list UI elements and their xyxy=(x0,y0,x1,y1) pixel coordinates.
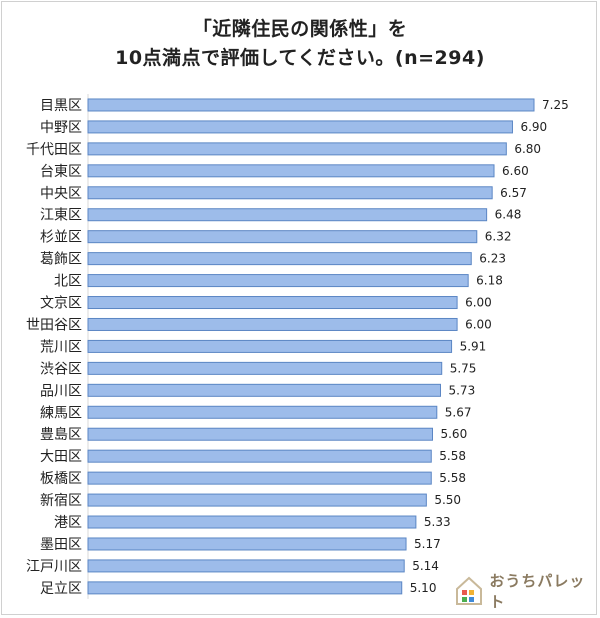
bar xyxy=(87,361,443,375)
brand-logo: おうちパレット xyxy=(455,572,595,611)
chart-title-line1: 「近隣住民の関係性」を xyxy=(192,18,408,40)
category-label: 新宿区 xyxy=(40,492,82,509)
category-label: 板橋区 xyxy=(40,471,82,487)
value-label: 6.48 xyxy=(495,208,522,222)
category-label: 文京区 xyxy=(40,296,82,312)
category-label: 練馬区 xyxy=(40,405,82,421)
value-label: 5.33 xyxy=(424,515,451,529)
bar xyxy=(87,274,469,288)
value-label: 6.60 xyxy=(502,164,529,178)
bar xyxy=(87,142,507,156)
value-label: 5.67 xyxy=(445,405,472,419)
category-label: 中央区 xyxy=(40,186,82,202)
category-label: 江戸川区 xyxy=(26,559,82,575)
bar xyxy=(87,186,493,200)
value-label: 6.90 xyxy=(520,120,547,134)
value-label: 6.57 xyxy=(500,186,527,200)
category-label: 港区 xyxy=(54,515,82,531)
bar xyxy=(87,164,495,178)
value-label: 5.50 xyxy=(434,493,461,507)
value-label: 5.91 xyxy=(460,339,487,353)
category-label: 豊島区 xyxy=(40,427,82,443)
value-label: 5.17 xyxy=(414,537,441,551)
category-label: 杉並区 xyxy=(40,230,82,246)
value-label: 6.00 xyxy=(465,296,492,310)
category-label: 葛飾区 xyxy=(40,252,82,268)
bar xyxy=(87,471,432,485)
category-label: 江東区 xyxy=(40,208,82,224)
category-label: 目黒区 xyxy=(40,98,82,114)
category-label: 中野区 xyxy=(40,120,82,136)
bar xyxy=(87,383,441,397)
bar xyxy=(87,252,472,266)
value-label: 5.58 xyxy=(439,449,466,463)
category-label: 世田谷区 xyxy=(26,317,82,333)
category-label: 北区 xyxy=(54,274,82,290)
house-logo-icon xyxy=(455,576,482,606)
category-label: 品川区 xyxy=(40,383,82,399)
value-label: 6.23 xyxy=(479,252,506,266)
category-label: 大田区 xyxy=(40,449,82,465)
bar xyxy=(87,581,403,595)
value-label: 6.00 xyxy=(465,317,492,331)
value-label: 5.58 xyxy=(439,471,466,485)
bar xyxy=(87,317,458,331)
value-label: 5.75 xyxy=(450,361,477,375)
bar xyxy=(87,230,478,244)
value-label: 6.18 xyxy=(476,274,503,288)
bar xyxy=(87,120,513,134)
value-label: 5.60 xyxy=(440,427,467,441)
category-label: 荒川区 xyxy=(40,339,82,355)
bar xyxy=(87,449,432,463)
bar xyxy=(87,98,535,112)
category-label: 足立区 xyxy=(40,581,82,597)
bar xyxy=(87,427,433,441)
value-label: 6.32 xyxy=(485,230,512,244)
bar xyxy=(87,493,427,507)
bar xyxy=(87,537,407,551)
category-label: 台東区 xyxy=(40,164,82,180)
bar xyxy=(87,405,438,419)
bar xyxy=(87,208,488,222)
value-label: 5.14 xyxy=(412,559,439,573)
value-label: 5.10 xyxy=(410,581,437,595)
chart-title-line2: 10点満点で評価してください。(n=294) xyxy=(115,47,485,69)
value-label: 6.80 xyxy=(514,142,541,156)
bar xyxy=(87,339,453,353)
bar xyxy=(87,296,458,310)
bar xyxy=(87,515,417,529)
value-label: 7.25 xyxy=(542,98,569,112)
category-label: 千代田区 xyxy=(26,142,82,158)
bar xyxy=(87,559,405,573)
brand-name: おうちパレット xyxy=(489,572,586,611)
category-label: 墨田区 xyxy=(40,537,82,553)
value-label: 5.73 xyxy=(448,383,475,397)
category-label: 渋谷区 xyxy=(40,361,82,377)
